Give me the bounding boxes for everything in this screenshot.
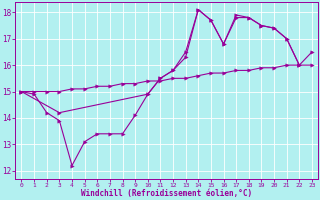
X-axis label: Windchill (Refroidissement éolien,°C): Windchill (Refroidissement éolien,°C) <box>81 189 252 198</box>
